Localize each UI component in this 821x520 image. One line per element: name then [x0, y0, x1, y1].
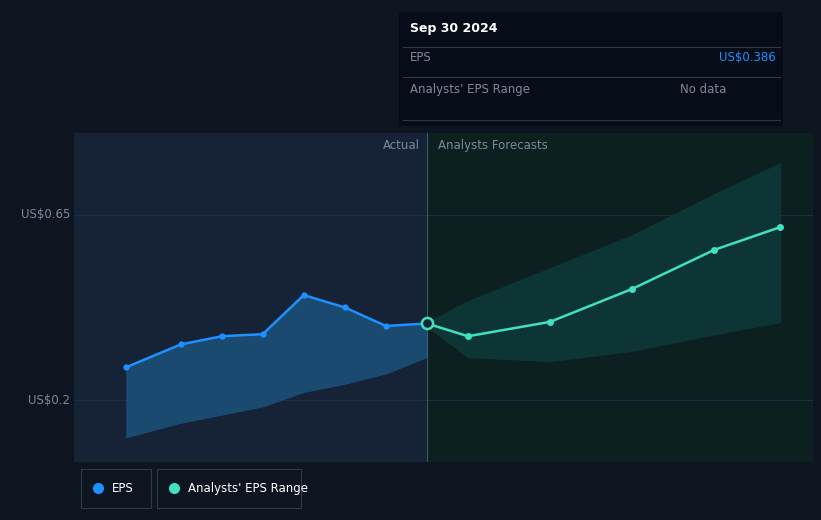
Text: Analysts' EPS Range: Analysts' EPS Range: [410, 83, 530, 96]
Text: No data: No data: [680, 83, 726, 96]
FancyBboxPatch shape: [158, 469, 301, 509]
Text: US$0.65: US$0.65: [21, 209, 70, 222]
Text: EPS: EPS: [112, 482, 134, 495]
FancyBboxPatch shape: [81, 469, 151, 509]
Text: Analysts' EPS Range: Analysts' EPS Range: [189, 482, 309, 495]
Text: Analysts Forecasts: Analysts Forecasts: [438, 139, 548, 152]
Text: US$0.386: US$0.386: [719, 51, 776, 64]
Text: Actual: Actual: [383, 139, 420, 152]
Text: Sep 30 2024: Sep 30 2024: [410, 22, 498, 35]
Bar: [74, 133, 427, 462]
FancyBboxPatch shape: [399, 11, 783, 126]
Bar: [427, 133, 813, 462]
Text: EPS: EPS: [410, 51, 432, 64]
Text: US$0.2: US$0.2: [28, 394, 70, 407]
